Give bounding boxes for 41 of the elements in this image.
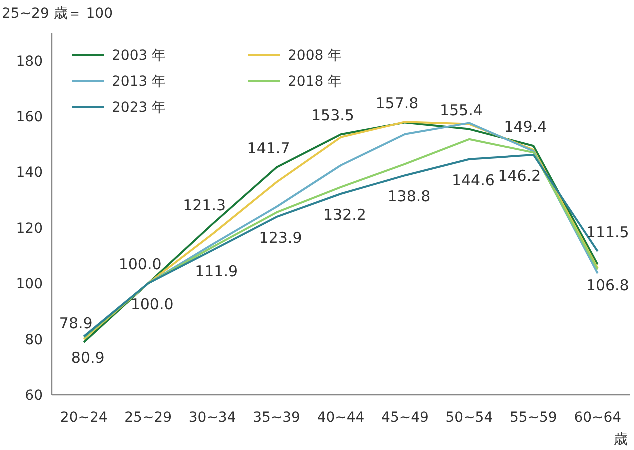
data-label: 132.2 [324, 206, 366, 224]
x-tick-label: 25~29 [124, 410, 172, 426]
legend-label: 2018 年 [288, 74, 342, 90]
data-label: 144.6 [452, 171, 495, 190]
x-tick-label: 50~54 [446, 410, 494, 426]
y-axis-title: 25~29 歳＝ 100 [2, 6, 113, 22]
legend-label: 2023 年 [112, 100, 166, 116]
x-tick-label: 35~39 [253, 410, 300, 426]
data-label: 149.4 [504, 118, 548, 136]
data-label: 78.9 [59, 314, 93, 332]
y-tick-label: 100 [16, 276, 43, 293]
x-tick-label: 30~34 [188, 410, 236, 426]
y-tick-label: 120 [16, 220, 43, 237]
data-label: 100.0 [130, 296, 174, 314]
data-label: 80.9 [71, 348, 105, 367]
x-tick-label: 60~64 [574, 410, 622, 426]
x-axis-title: 歳 [614, 432, 628, 448]
data-label: 155.4 [440, 101, 483, 120]
data-label: 123.9 [259, 229, 302, 248]
data-label: 146.2 [498, 166, 542, 185]
data-label: 138.8 [388, 188, 431, 206]
x-tick-label: 40~44 [317, 410, 365, 426]
data-label: 100.0 [118, 256, 162, 274]
data-label: 106.8 [586, 276, 630, 295]
y-tick-label: 60 [25, 388, 43, 404]
x-tick-label: 20~24 [60, 410, 108, 426]
y-tick-label: 180 [16, 54, 43, 70]
data-label: 153.5 [312, 106, 354, 125]
x-tick-label: 45~49 [382, 410, 429, 426]
legend-label: 2003 年 [112, 48, 166, 64]
y-tick-label: 160 [16, 110, 43, 126]
y-tick-label: 140 [16, 165, 43, 182]
x-tick-label: 55~59 [510, 410, 558, 426]
data-label: 121.3 [183, 196, 226, 214]
data-label: 111.9 [195, 262, 238, 280]
data-label: 157.8 [376, 94, 419, 113]
legend-label: 2013 年 [112, 74, 166, 90]
data-label: 111.5 [586, 224, 630, 242]
y-tick-label: 80 [25, 332, 43, 348]
data-label: 141.7 [247, 139, 290, 158]
legend-label: 2008 年 [288, 48, 342, 64]
